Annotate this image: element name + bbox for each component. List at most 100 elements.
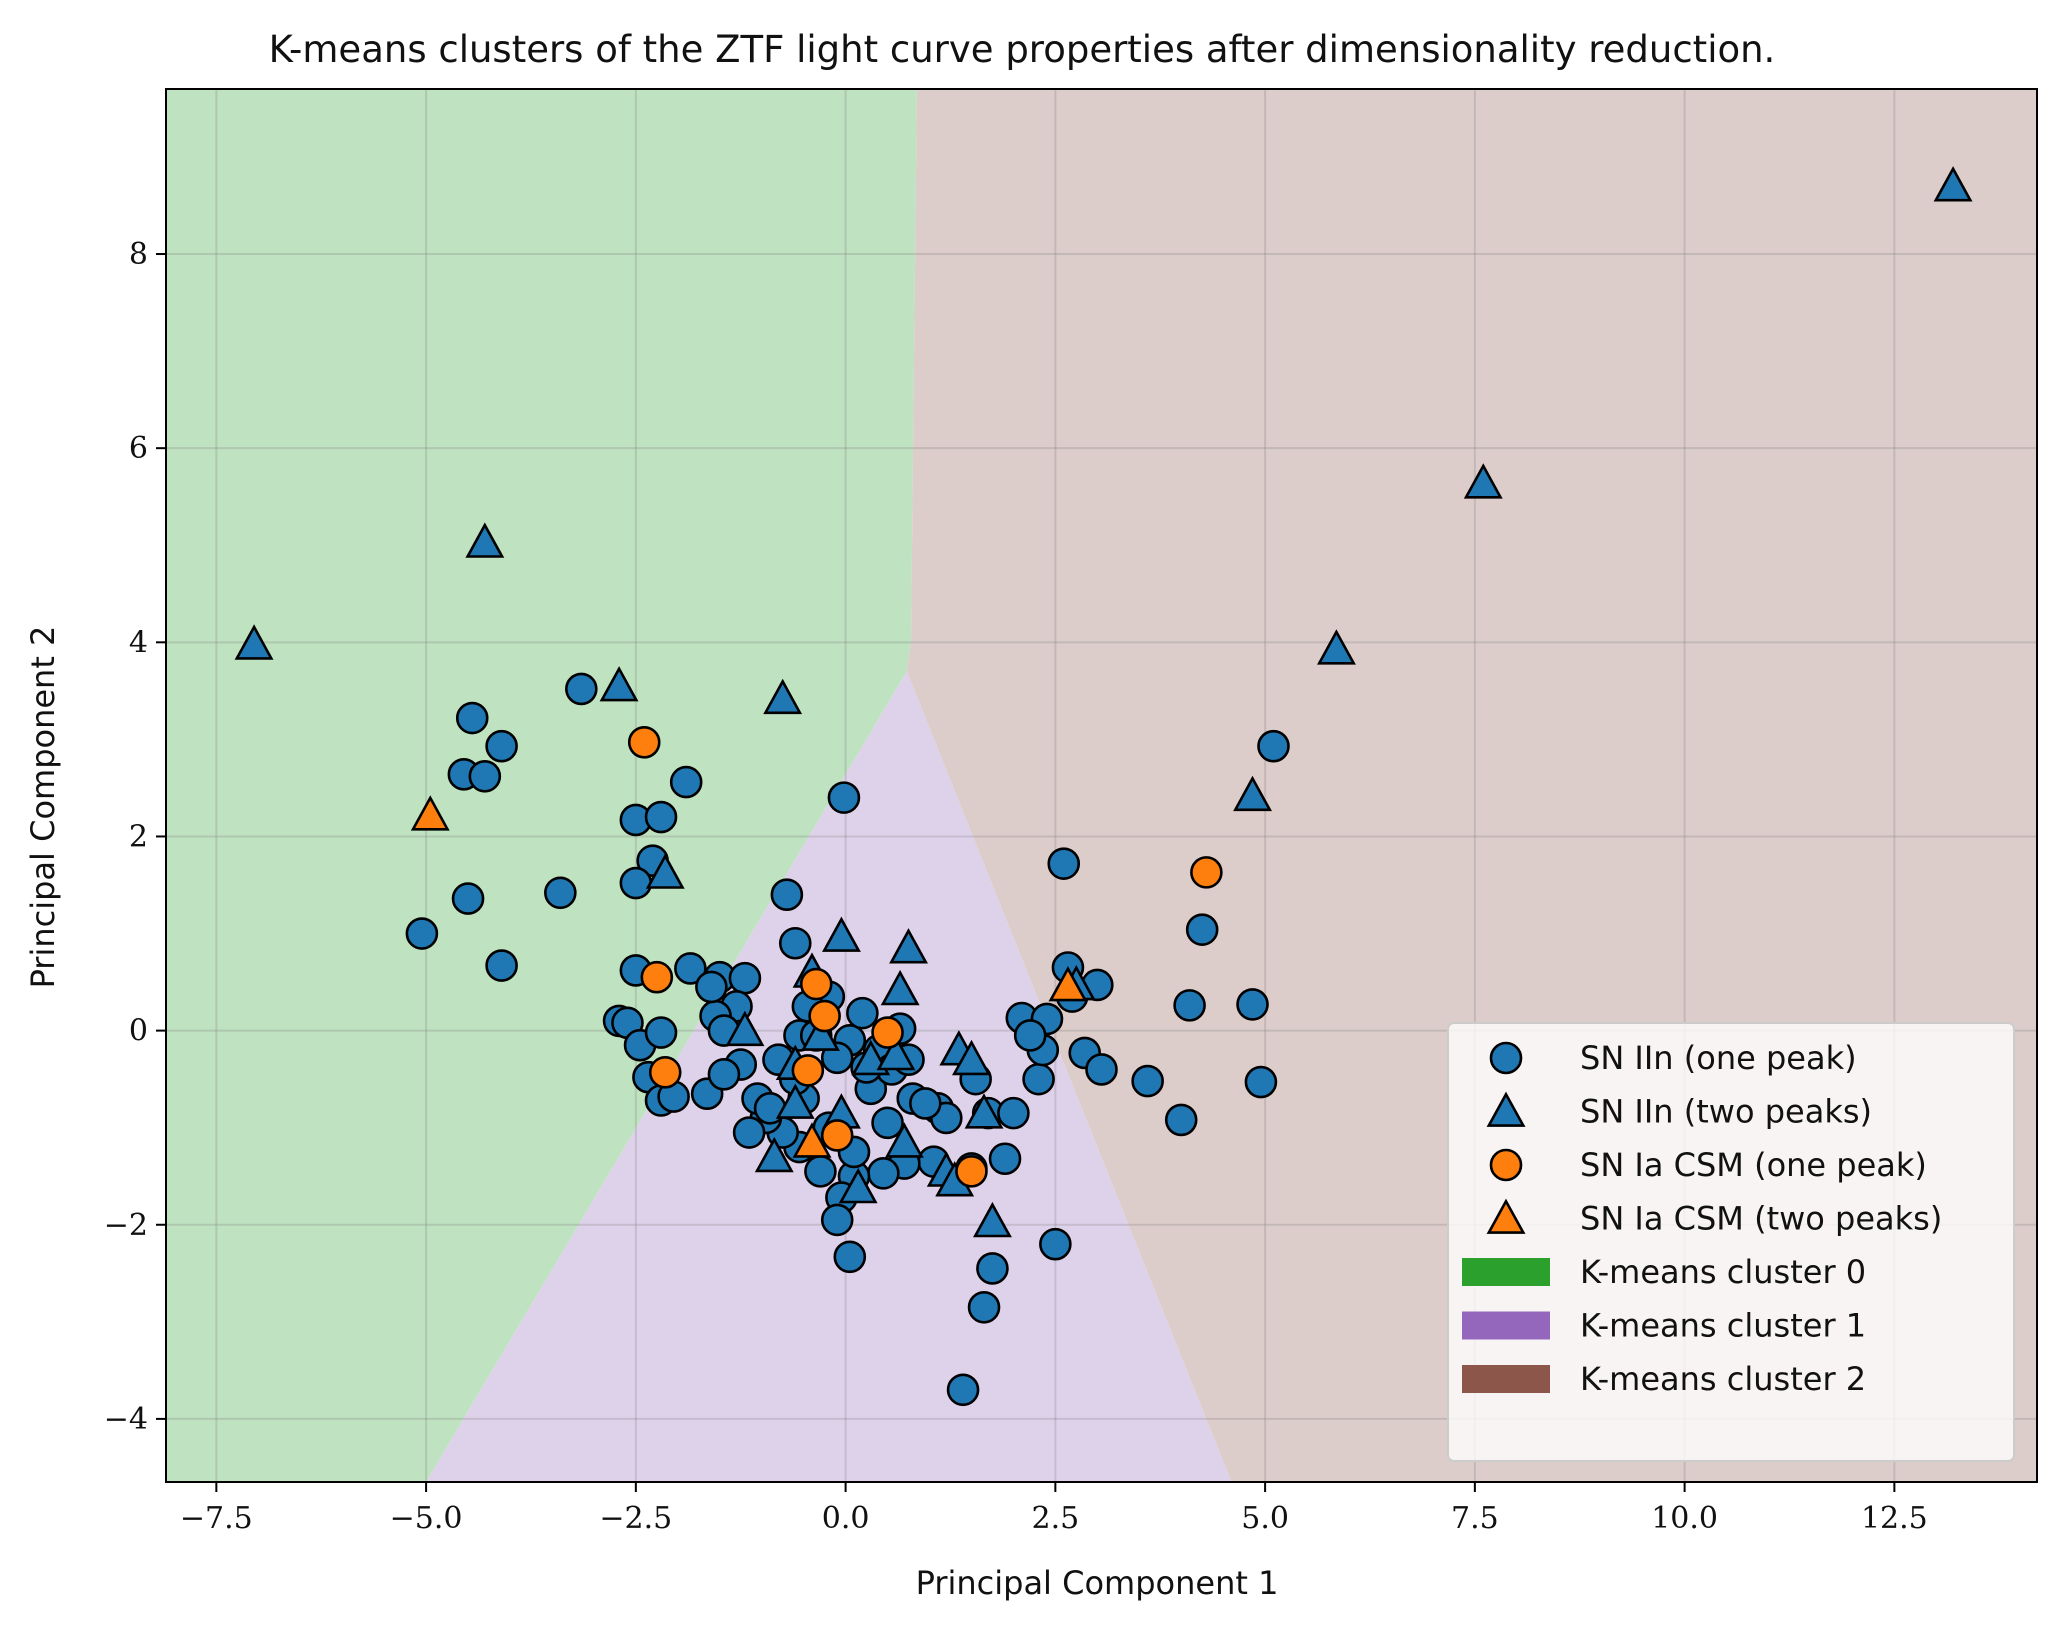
y-tick-label: 2 [129,819,148,854]
data-point [1233,775,1273,812]
data-point [619,866,653,900]
data-point [648,1056,682,1089]
data-point [1013,1019,1047,1052]
y-tick-label: 4 [129,625,148,660]
x-axis-ticks: −7.5 −5.0 −2.5 0.0 2.5 5.0 7.5 10.0 12.5 [180,1482,1928,1536]
legend-label: K-means cluster 1 [1580,1307,1866,1345]
series-2 [627,726,1223,1188]
data-point [455,701,489,735]
y-tick-label: −4 [104,1402,148,1437]
data-point [468,759,502,793]
data-point [946,1373,980,1407]
data-point [867,1157,900,1190]
data-point [1236,988,1269,1021]
data-point [964,1093,1004,1129]
data-point [644,1016,678,1049]
chart-title: K-means clusters of the ZTF light curve … [269,28,1776,71]
data-point [1048,966,1088,1002]
data-point [775,1083,815,1119]
y-tick-label: 6 [129,431,148,466]
data-point [544,876,577,910]
data-point [1185,913,1219,946]
legend-label: K-means cluster 2 [1580,1360,1866,1398]
x-tick-label: 7.5 [1451,1501,1499,1536]
data-point [820,1119,854,1152]
legend-box [1447,1022,2015,1462]
data-point [707,1057,741,1091]
x-tick-label: 5.0 [1241,1501,1289,1536]
y-tick-label: 0 [129,1014,148,1049]
data-point [1933,166,1973,202]
data-point [951,1039,991,1076]
legend-label: SN IIn (two peaks) [1580,1093,1872,1131]
legend-marker [1489,1041,1523,1075]
legend-label: SN Ia CSM (one peak) [1580,1146,1927,1184]
legend-marker [1486,1198,1526,1234]
data-point [1022,1062,1055,1096]
data-point [1190,856,1223,889]
plot-frame [165,88,2038,1483]
data-point [451,882,485,915]
data-point [234,624,274,660]
data-point [1257,729,1290,763]
data-point [763,678,803,715]
data-point [599,666,639,702]
data-point [1244,1065,1278,1099]
data-point [1047,847,1081,880]
data-point [909,1087,942,1120]
data-point [1131,1064,1164,1098]
data-point [695,970,728,1004]
data-point [645,853,685,889]
data-point [640,960,674,994]
data-point [822,916,861,952]
data-point [728,961,762,995]
data-point [465,522,505,558]
data-point [644,800,678,834]
legend-swatch [1462,1365,1550,1393]
data-point [838,1167,878,1204]
legend-marker [1486,1091,1526,1127]
data-point [871,1016,904,1049]
data-point [955,1155,988,1188]
data-point [1085,1053,1118,1086]
x-tick-label: 0.0 [822,1501,870,1536]
data-point [485,949,518,982]
data-point [778,926,812,960]
x-tick-label: −5.0 [390,1501,463,1536]
data-point [770,878,804,912]
legend-label: SN Ia CSM (two peaks) [1580,1200,1942,1238]
data-point [565,672,598,706]
legend-label: K-means cluster 0 [1580,1253,1866,1291]
data-point [725,1010,765,1047]
data-point [884,1122,924,1158]
data-points [234,166,1973,1407]
data-point [410,795,450,831]
data-point [1463,463,1503,499]
data-point [674,952,707,985]
x-tick-label: 12.5 [1861,1501,1928,1536]
data-point [669,765,703,799]
data-point [732,1116,766,1149]
data-point [876,1034,916,1071]
data-point [827,781,861,814]
data-point [808,999,841,1033]
data-point [1173,989,1206,1022]
data-point [997,1096,1030,1130]
data-point [967,1290,1001,1324]
data-point [1039,1227,1072,1261]
data-point [791,1054,825,1087]
data-point [871,1106,904,1140]
legend: SN IIn (one peak) SN IIn (two peaks) SN Ia… [1447,1022,2015,1462]
x-tick-label: −7.5 [180,1501,253,1536]
data-point [988,1142,1022,1176]
data-point [889,928,929,964]
y-tick-label: −2 [104,1208,148,1243]
y-tick-label: 8 [129,237,148,272]
x-axis-label: Principal Component 1 [916,1564,1279,1602]
data-point [973,1201,1012,1238]
x-tick-label: 2.5 [1031,1501,1079,1536]
x-tick-label: 10.0 [1651,1501,1718,1536]
cluster-region-1 [426,671,1232,1482]
